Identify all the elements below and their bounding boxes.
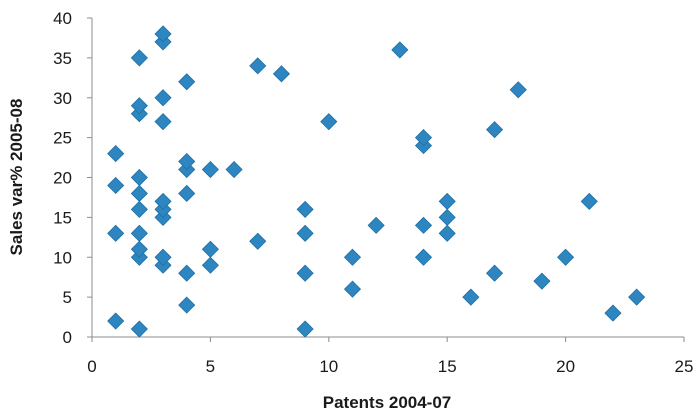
y-tick-label: 30: [53, 89, 72, 108]
data-point: [130, 184, 148, 203]
data-point: [438, 208, 456, 226]
axes: [91, 18, 684, 338]
data-point: [178, 73, 196, 91]
x-tick-label: 20: [556, 357, 575, 376]
data-point: [225, 160, 243, 179]
data-point: [107, 145, 125, 163]
data-point: [130, 168, 148, 187]
data-point: [438, 224, 456, 242]
y-tick-label: 25: [53, 129, 72, 148]
data-point: [154, 89, 172, 107]
data-point: [272, 65, 291, 83]
y-tick-label: 15: [53, 208, 72, 227]
data-point: [604, 304, 622, 322]
data-point: [296, 224, 314, 242]
data-point: [107, 176, 125, 195]
data-point: [154, 25, 172, 43]
data-point: [296, 320, 314, 338]
data-point: [343, 248, 362, 266]
data-point: [367, 216, 385, 234]
y-tick-label: 10: [53, 248, 72, 267]
x-axis-title: Patents 2004-07: [323, 393, 452, 412]
data-point: [178, 184, 196, 203]
data-point: [178, 296, 196, 314]
data-point: [533, 272, 551, 290]
y-tick-label: 40: [53, 9, 72, 28]
data-point: [201, 160, 219, 179]
y-tick-label: 5: [63, 288, 72, 307]
data-point: [414, 248, 433, 266]
data-point: [509, 81, 527, 99]
x-tick-label: 25: [675, 357, 694, 376]
data-point: [130, 240, 148, 258]
data-point: [201, 256, 219, 274]
data-point: [343, 280, 362, 298]
data-point: [485, 121, 504, 139]
data-point: [628, 288, 646, 306]
y-axis-ticks: 0 5 10 15 20 25 30 35 40: [53, 9, 92, 347]
y-tick-label: 20: [53, 169, 72, 188]
data-point: [414, 129, 433, 147]
data-point: [107, 312, 125, 330]
data-point: [557, 248, 575, 266]
data-point: [178, 264, 196, 282]
data-point: [391, 41, 409, 59]
data-point: [296, 264, 314, 282]
data-point: [462, 288, 480, 306]
data-point: [130, 320, 148, 338]
data-point: [485, 264, 504, 282]
data-point: [249, 57, 267, 75]
y-axis-title: Sales var% 2005-08: [7, 99, 26, 256]
data-point: [201, 240, 219, 258]
data-points: [107, 25, 646, 338]
data-point: [130, 224, 148, 242]
data-point: [154, 248, 172, 266]
data-point: [296, 200, 314, 218]
data-point: [438, 192, 456, 210]
x-tick-label: 10: [319, 357, 338, 376]
data-point: [249, 232, 267, 250]
data-point: [178, 152, 196, 171]
x-tick-label: 5: [206, 357, 215, 376]
data-point: [320, 113, 338, 131]
data-point: [580, 192, 598, 210]
x-tick-label: 0: [87, 357, 96, 376]
data-point: [107, 224, 125, 242]
data-point: [130, 49, 148, 67]
y-tick-label: 0: [63, 328, 72, 347]
data-point: [130, 200, 148, 218]
x-axis-ticks: 0 5 10 15 20 25: [87, 337, 693, 376]
y-tick-label: 35: [53, 49, 72, 68]
data-point: [154, 192, 172, 210]
data-point: [154, 113, 172, 131]
data-point: [414, 216, 433, 234]
x-tick-label: 15: [438, 357, 457, 376]
data-point: [130, 97, 148, 115]
